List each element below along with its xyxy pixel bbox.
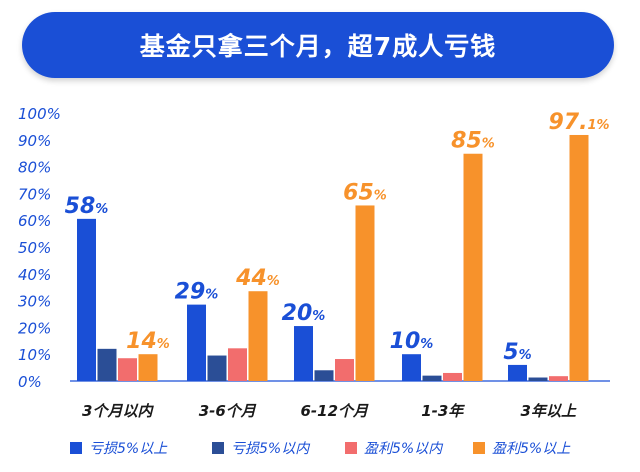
legend-item: 盈利5%以上	[473, 438, 570, 458]
data-label: 44%	[235, 266, 280, 291]
bar	[118, 358, 137, 381]
data-label: 58%	[65, 194, 109, 219]
bar	[294, 326, 313, 381]
bar	[402, 354, 421, 381]
bar	[549, 376, 568, 381]
y-tick-label: 20%	[18, 319, 51, 337]
category-label: 6-12个月	[300, 402, 369, 420]
y-tick-label: 30%	[18, 293, 51, 311]
x-axis-categories: 3个月以内 3-6个月 6-12个月 1-3年 3年以上	[82, 402, 577, 420]
data-label: 29%	[175, 280, 219, 305]
data-label: 97.1%	[548, 110, 609, 135]
legend-label: 盈利5%以上	[492, 441, 571, 457]
legend-swatch	[345, 442, 357, 454]
bars-group	[77, 134, 589, 381]
title-banner: 基金只拿三个月，超7成人亏钱	[22, 12, 614, 78]
y-tick-label: 0%	[18, 373, 42, 391]
bar	[528, 377, 548, 381]
category-label: 1-3年	[421, 402, 465, 420]
bar	[463, 153, 483, 381]
bar	[422, 375, 442, 381]
bar	[508, 364, 527, 381]
bar	[335, 359, 354, 381]
y-tick-label: 80%	[18, 159, 51, 177]
legend-label: 亏损5%以内	[231, 441, 310, 457]
data-label: 5%	[503, 340, 531, 365]
bar	[187, 304, 206, 381]
data-labels-group: 58% 14%29% 44%20% 65% 10% 85% 5% 97.1%	[65, 110, 610, 365]
bar	[355, 205, 375, 381]
y-tick-label: 50%	[18, 239, 51, 257]
data-label: 10%	[390, 329, 434, 354]
y-tick-label: 70%	[18, 185, 51, 203]
bar	[314, 370, 334, 381]
bar	[569, 134, 589, 381]
legend-item: 盈利5%以内	[345, 438, 442, 458]
y-tick-label: 60%	[18, 212, 51, 230]
bar	[138, 354, 158, 381]
y-tick-label: 40%	[18, 266, 51, 284]
legend-swatch	[70, 442, 82, 454]
category-label: 3个月以内	[82, 402, 154, 420]
category-label: 3年以上	[521, 402, 577, 420]
bar	[228, 348, 247, 381]
y-tick-label: 100%	[18, 105, 61, 123]
data-label: 14%	[126, 329, 170, 354]
data-label: 20%	[282, 301, 326, 326]
legend-label: 盈利5%以内	[364, 441, 443, 457]
legend-item: 亏损5%以内	[212, 438, 309, 458]
legend-swatch	[212, 442, 224, 454]
bar	[77, 218, 96, 381]
bar	[207, 355, 227, 381]
category-label: 3-6个月	[199, 402, 257, 420]
data-label: 85%	[451, 129, 495, 154]
legend-swatch	[473, 442, 485, 454]
bar	[97, 348, 117, 381]
bar	[443, 372, 462, 381]
y-tick-label: 90%	[18, 132, 51, 150]
bar	[248, 291, 268, 381]
chart-title: 基金只拿三个月，超7成人亏钱	[139, 32, 497, 61]
data-label: 65%	[343, 180, 387, 205]
legend-item: 亏损5%以上	[70, 438, 167, 458]
legend: 亏损5%以上 亏损5%以内 盈利5%以内 盈利5%以上	[0, 438, 640, 460]
legend-label: 亏损5%以上	[89, 441, 168, 457]
y-tick-label: 10%	[18, 346, 51, 364]
y-axis: 0% 10% 20% 30% 40% 50% 60% 70% 80% 90% 100%	[18, 105, 61, 391]
